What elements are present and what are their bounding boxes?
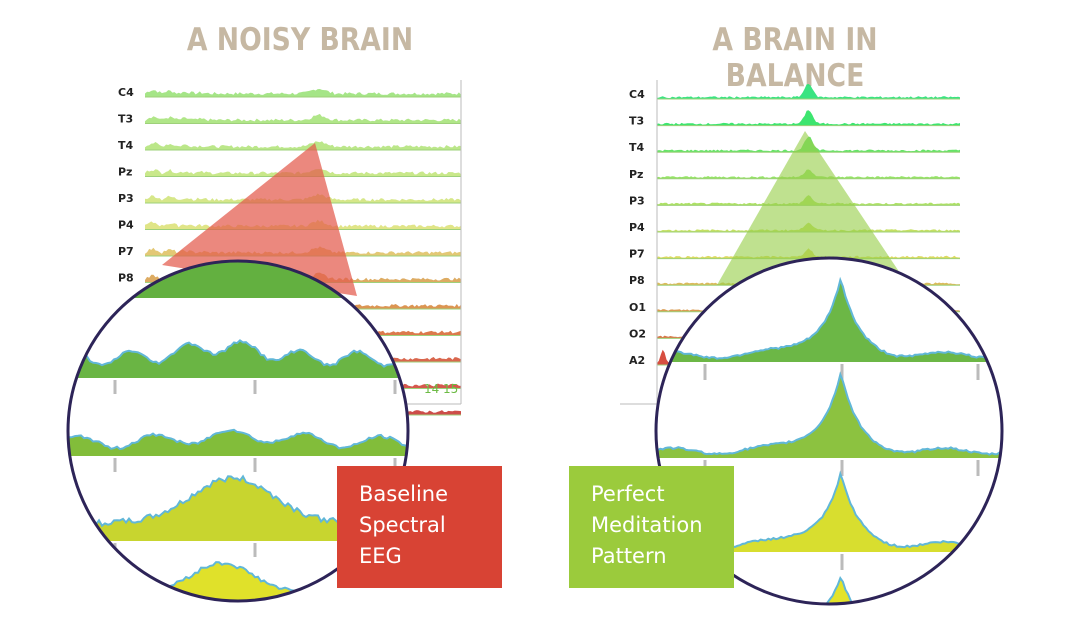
left-channel-label: P3 xyxy=(118,192,134,205)
left-lens-frame xyxy=(66,259,410,603)
left-channel-label: P7 xyxy=(118,245,134,258)
left-trace-area xyxy=(145,141,461,150)
right-lens-line xyxy=(656,371,1002,456)
right-zoom-cone xyxy=(717,131,908,285)
right-channel-label: Pz xyxy=(629,168,643,181)
left-lens-line xyxy=(68,339,408,368)
right-channel-label: C4 xyxy=(629,88,645,101)
left-channel-label: Pz xyxy=(118,166,132,179)
right-trace-C4: C4 xyxy=(629,84,960,101)
left-trace-area xyxy=(145,89,461,97)
right-channel-label: O2 xyxy=(629,327,646,340)
right-magnifier-lens xyxy=(654,256,1004,606)
right-lens-trace xyxy=(656,473,1002,552)
left-zoom-cone xyxy=(162,143,357,296)
left-channel-label: T3 xyxy=(118,113,133,126)
left-trace-area xyxy=(145,193,461,203)
left-channel-label: C4 xyxy=(118,86,134,99)
right-lens-line xyxy=(656,276,1002,360)
caption-line: Spectral xyxy=(359,513,446,537)
caption-line: Meditation xyxy=(591,513,703,537)
right-channel-label: P7 xyxy=(629,248,645,261)
right-channel-label: T3 xyxy=(629,115,644,128)
left-lens-trace xyxy=(68,340,408,378)
right-trace-area xyxy=(657,84,960,99)
right-trace-area xyxy=(657,110,960,126)
right-channel-label: A2 xyxy=(629,354,645,367)
left-channel-label: P4 xyxy=(118,219,134,232)
right-channel-label: P3 xyxy=(629,194,645,207)
left-axis: 14 15 xyxy=(140,80,462,405)
left-x-tick-label: 14 xyxy=(424,382,439,396)
left-lens-trace xyxy=(68,476,408,541)
baseline-caption-box: Baseline Spectral EEG xyxy=(337,466,502,588)
left-trace-T3: T3 xyxy=(118,113,461,126)
right-channel-label: P8 xyxy=(629,274,645,287)
right-channel-label: P4 xyxy=(629,221,645,234)
left-trace-C4: C4 xyxy=(118,86,461,99)
right-lens-trace xyxy=(656,280,1002,362)
meditation-caption-box: Perfect Meditation Pattern xyxy=(569,466,734,588)
right-channel-label: T4 xyxy=(629,141,645,154)
left-title: A NOISY BRAIN xyxy=(186,22,414,58)
left-x-tick-label: 15 xyxy=(443,382,458,396)
caption-line: Baseline xyxy=(359,482,449,506)
caption-line: Perfect xyxy=(591,482,665,506)
left-channel-label: P8 xyxy=(118,272,134,285)
right-title: A BRAIN IN BALANCE xyxy=(712,22,878,94)
right-lens-frame xyxy=(654,256,1004,606)
caption-line: Pattern xyxy=(591,544,667,568)
caption-line: EEG xyxy=(359,544,402,568)
right-trace-T3: T3 xyxy=(629,110,960,128)
right-lens-trace xyxy=(656,374,1002,458)
left-magnifier-lens xyxy=(66,259,410,603)
left-trace-area xyxy=(145,113,461,124)
left-lens-line xyxy=(68,428,408,451)
left-trace-area xyxy=(145,169,461,177)
right-lens-line xyxy=(656,575,1002,604)
left-trace-T4: T4 xyxy=(118,139,461,152)
right-channel-label: O1 xyxy=(629,301,646,314)
left-channel-label: T4 xyxy=(118,139,134,152)
